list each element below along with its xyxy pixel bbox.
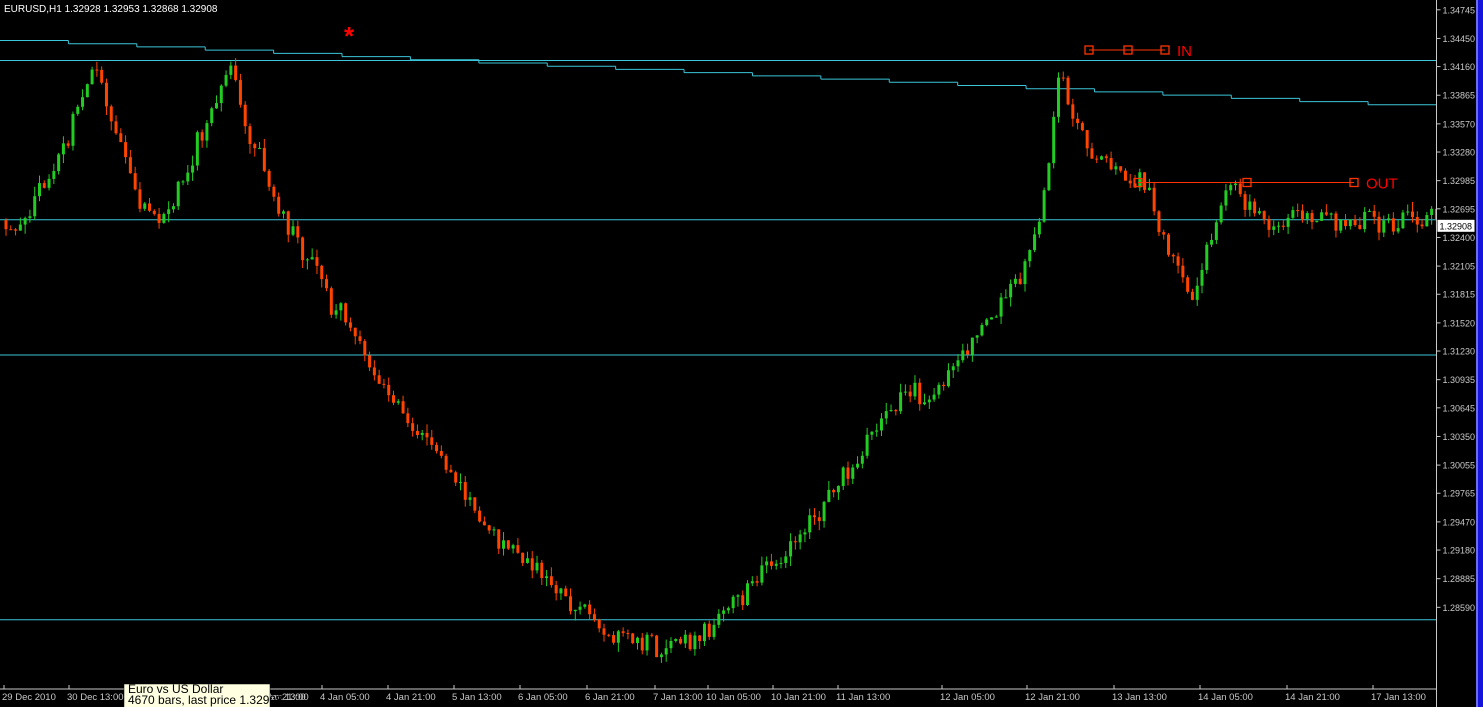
svg-text:1.28885: 1.28885 [1443, 574, 1476, 584]
svg-text:1.29470: 1.29470 [1443, 517, 1476, 527]
svg-text:12 Jan 05:00: 12 Jan 05:00 [940, 692, 995, 703]
svg-text:1.32105: 1.32105 [1443, 262, 1476, 272]
svg-text:1.29765: 1.29765 [1443, 489, 1476, 499]
svg-text:1.30645: 1.30645 [1443, 403, 1476, 413]
svg-text:1.30055: 1.30055 [1443, 461, 1476, 471]
svg-text:1.32985: 1.32985 [1443, 176, 1476, 186]
svg-text:13 Jan 13:00: 13 Jan 13:00 [1112, 692, 1167, 703]
svg-text:1.34160: 1.34160 [1443, 62, 1476, 72]
svg-text:12 Jan 21:00: 12 Jan 21:00 [1025, 692, 1080, 703]
svg-text:4 Jan 21:00: 4 Jan 21:00 [386, 692, 436, 703]
svg-text:5 Jan 13:00: 5 Jan 13:00 [452, 692, 502, 703]
svg-text:7 Jan 13:00: 7 Jan 13:00 [653, 692, 703, 703]
svg-text:14 Jan 05:00: 14 Jan 05:00 [1198, 692, 1253, 703]
svg-text:1.32400: 1.32400 [1443, 233, 1476, 243]
svg-text:6 Jan 05:00: 6 Jan 05:00 [518, 692, 568, 703]
svg-text:1.30935: 1.30935 [1443, 375, 1476, 385]
svg-text:*: * [344, 21, 355, 51]
svg-text:1.31230: 1.31230 [1443, 347, 1476, 357]
svg-text:1.29180: 1.29180 [1443, 546, 1476, 556]
svg-text:1.34450: 1.34450 [1443, 34, 1476, 44]
svg-text:6 Jan 21:00: 6 Jan 21:00 [585, 692, 635, 703]
svg-text:29 Dec 2010: 29 Dec 2010 [2, 692, 56, 703]
svg-text:14 Jan 21:00: 14 Jan 21:00 [1285, 692, 1340, 703]
svg-text:1.28590: 1.28590 [1443, 603, 1476, 613]
svg-text:30 Dec 13:00: 30 Dec 13:00 [67, 692, 124, 703]
svg-text:1.33280: 1.33280 [1443, 148, 1476, 158]
svg-text:4 Jan 05:00: 4 Jan 05:00 [320, 692, 370, 703]
svg-text:1.33865: 1.33865 [1443, 91, 1476, 101]
svg-text:1.33570: 1.33570 [1443, 119, 1476, 129]
svg-text:10 Jan 21:00: 10 Jan 21:00 [771, 692, 826, 703]
svg-text:1.32908: 1.32908 [1440, 221, 1473, 231]
svg-text:1.31815: 1.31815 [1443, 290, 1476, 300]
svg-text:1.34745: 1.34745 [1443, 5, 1476, 15]
svg-text:EURUSD,H1 1.32928 1.32953 1.3: EURUSD,H1 1.32928 1.32953 1.32868 1.3290… [4, 4, 218, 15]
svg-text:11 Jan 13:00: 11 Jan 13:00 [836, 692, 890, 703]
svg-text:1.31520: 1.31520 [1443, 318, 1476, 328]
svg-text:1.32695: 1.32695 [1443, 204, 1476, 214]
svg-text:OUT: OUT [1366, 176, 1398, 193]
svg-text:IN: IN [1177, 43, 1192, 60]
svg-text:1.30350: 1.30350 [1443, 432, 1476, 442]
svg-text:4670 bars, last price 1.32908: 4670 bars, last price 1.32908 [128, 693, 283, 707]
svg-text:17 Jan 13:00: 17 Jan 13:00 [1371, 692, 1426, 703]
svg-text:10 Jan 05:00: 10 Jan 05:00 [706, 692, 761, 703]
